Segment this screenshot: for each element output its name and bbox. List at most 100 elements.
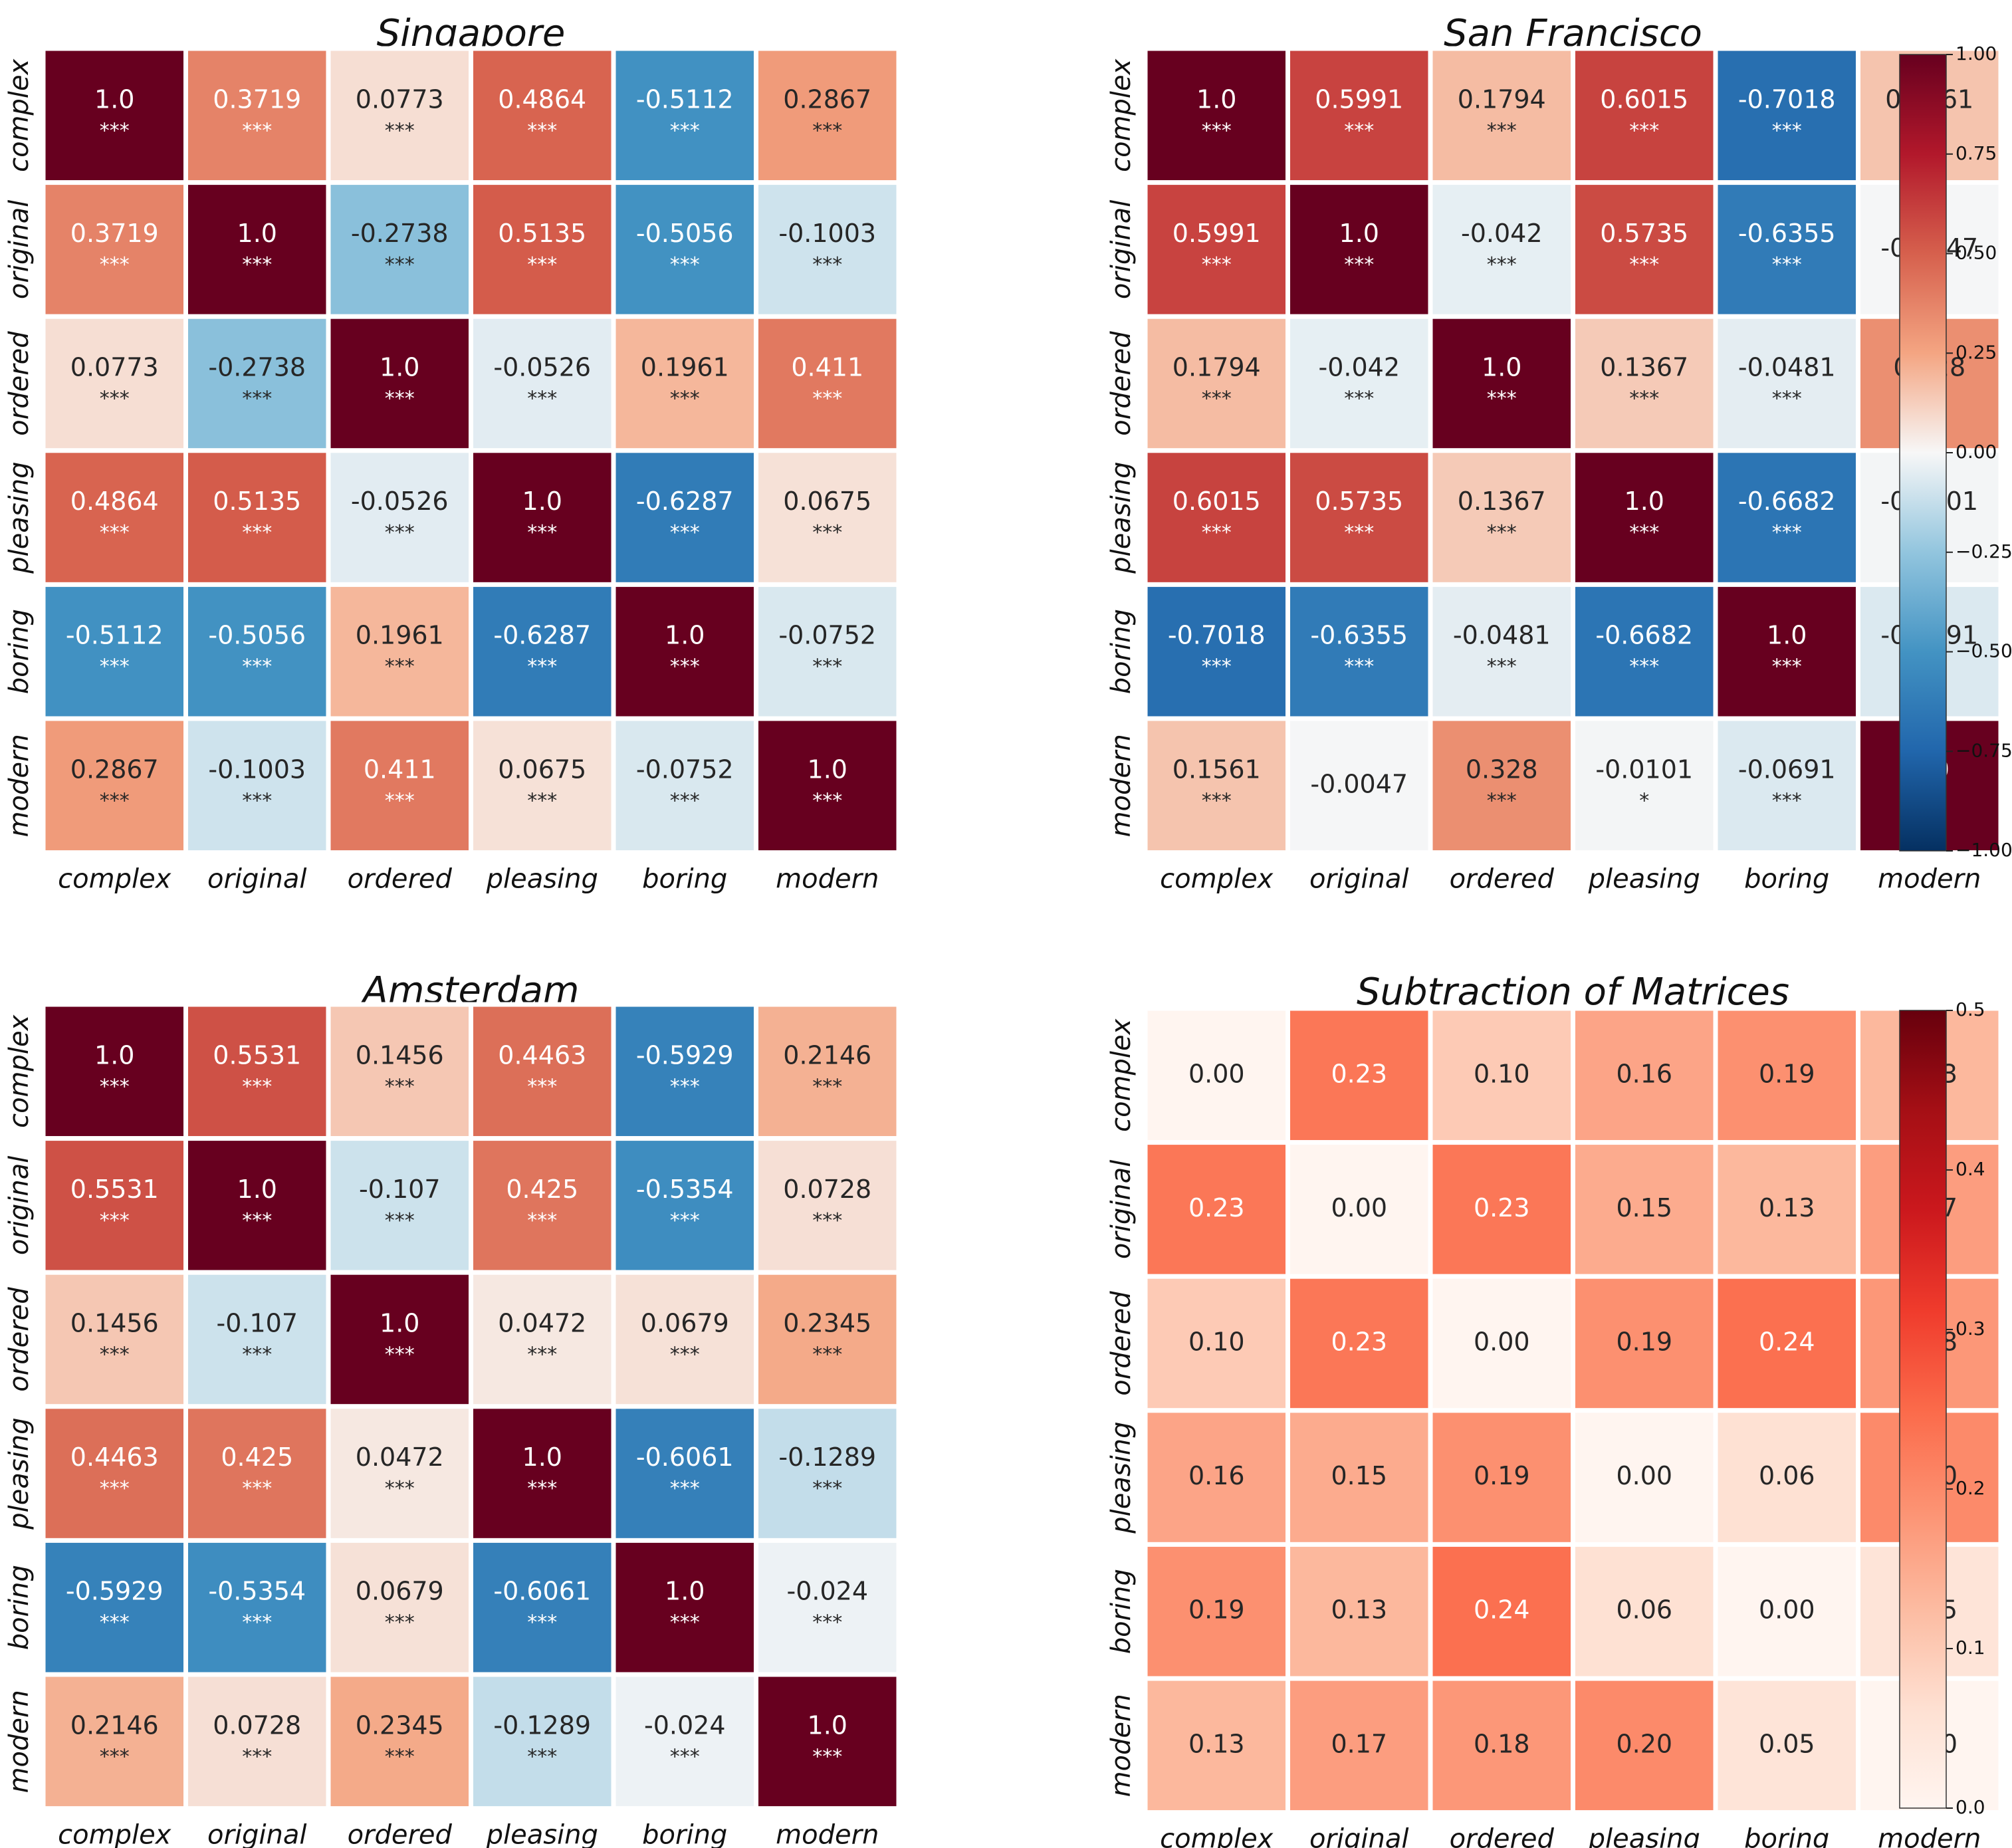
panel-2-y-tick-label: complex [1106,58,1137,172]
panel-2-cell-value: -0.0481 [1453,621,1551,650]
panel-2-colorbar-tick-label: −0.50 [1956,640,2012,662]
panel-2-cell-significance: *** [1202,388,1232,411]
panel-3-cell [611,1002,758,1141]
panel-3-cell-significance: *** [242,1075,272,1098]
panel-3-x-tick-label: modern [776,1820,879,1848]
panel-3-cell-value: -0.107 [217,1309,298,1338]
panel-3-cell-significance: *** [385,1075,415,1098]
panel-3-x-tick-label: complex [58,1820,171,1848]
panel-1-cell-significance: *** [242,119,272,142]
panel-2-cell-value: 0.1561 [1173,754,1261,784]
panel-2-cell [1143,448,1290,587]
panel-1-cell-significance: *** [527,655,557,679]
panel-4-cell [1285,1006,1433,1145]
panel-1-cell [611,448,758,587]
panel-3: Amsterdam1.0***0.5531***0.1456***0.4463*… [4,969,901,1848]
panel-3-cell-significance: *** [100,1343,130,1367]
panel-4-cell-value: 0.10 [1474,1059,1530,1088]
panel-3-cell [754,1538,901,1677]
panel-1-cell [754,314,901,453]
panel-3-cell-significance: *** [385,1611,415,1635]
panel-2-cell-significance: *** [1772,521,1802,544]
panel-3-cell [469,1270,616,1409]
panel-1-cell-value: 0.2867 [783,84,871,114]
panel-2-cell-value: -0.6682 [1738,487,1836,516]
panel-1-cell-significance: *** [385,388,415,411]
panel-1-cell-value: -0.2738 [351,219,449,248]
panel-3-cell [611,1672,758,1811]
panel-1-cell [183,314,331,453]
panel-2-cell [1428,180,1575,319]
panel-2-cell-value: 0.1794 [1173,353,1261,382]
panel-3-cell [41,1672,188,1811]
panel-1-cell-value: 0.4864 [498,84,586,114]
panel-4-colorbar-tick-label: 0.2 [1956,1477,1985,1499]
panel-2-cell-value: -0.6355 [1310,621,1408,650]
panel-4-cell [1428,1006,1575,1145]
panel-1-cell-value: 1.0 [665,621,705,650]
panel-1-cell-significance: *** [670,388,700,411]
panel-4-cell [1285,1140,1433,1279]
panel-3-cell-value: 1.0 [808,1710,847,1740]
panel-3-cell [611,1136,758,1275]
panel-4-cell [1143,1676,1290,1815]
panel-2-cell-significance: *** [1202,119,1232,142]
panel-1-cell-significance: *** [385,655,415,679]
panel-2-colorbar-tick-label: 0.75 [1956,142,1997,164]
panel-3-cell-significance: *** [670,1075,700,1098]
panel-3-cell [469,1136,616,1275]
panel-3-cell-significance: *** [670,1343,700,1367]
panel-3-cell-significance: *** [385,1745,415,1768]
panel-2-cell-value: -0.0047 [1310,769,1408,798]
panel-4-colorbar-tick-label: 0.0 [1956,1796,1985,1818]
panel-3-cell-value: -0.5929 [66,1577,164,1606]
panel-2-cell-significance: *** [1487,789,1517,812]
panel-4-cell-value: 0.24 [1759,1328,1815,1357]
panel-2-cell-significance: *** [1487,521,1517,544]
panel-3-cell-significance: *** [527,1477,557,1500]
panel-1-cell-significance: *** [100,119,130,142]
panel-3-cell-significance: *** [812,1745,842,1768]
panel-4-cell-value: 0.16 [1616,1059,1672,1088]
panel-3-cell [326,1002,473,1141]
panel-1-cell [326,582,473,721]
panel-3-cell-significance: *** [242,1477,272,1500]
panel-1-x-tick-label: complex [58,864,171,895]
panel-3-x-tick-label: pleasing [486,1820,598,1848]
panel-3-cell-significance: *** [670,1209,700,1232]
panel-2-cell-significance: *** [1772,789,1802,812]
panel-3-cell-value: 0.1456 [70,1309,159,1338]
panel-2-cell-significance: *** [1629,119,1659,142]
panel-1-cell-significance: *** [812,388,842,411]
panel-2-cell [1713,716,1860,856]
panel-1-cell-value: 0.3719 [70,219,159,248]
panel-3-cell [469,1002,616,1141]
panel-1-cell [611,180,758,319]
panel-3-cell [326,1404,473,1543]
panel-1-cell-significance: *** [670,119,700,142]
panel-3-cell-value: 1.0 [94,1040,134,1070]
panel-1-x-tick-label: original [207,864,307,895]
panel-3-cell [754,1672,901,1811]
panel-2-cell [1713,314,1860,453]
panel-2-cell-value: 0.5735 [1315,487,1403,516]
panel-4-cell-value: 0.00 [1616,1461,1672,1490]
panel-4-cell-value: 0.19 [1474,1461,1530,1490]
panel-1-cell-significance: *** [100,388,130,411]
panel-2-y-tick-label: modern [1106,734,1137,837]
panel-1-y-tick-label: modern [4,734,35,837]
panel-1-y-tick-label: pleasing [4,461,35,574]
panel-1-cell-value: -0.5112 [66,621,164,650]
panel-2-cell-significance: *** [1772,388,1802,411]
panel-4-cell-value: 0.10 [1188,1328,1245,1357]
panel-1-cell-value: -0.5112 [636,84,734,114]
panel-3-cell-significance: *** [812,1343,842,1367]
panel-4-cell-value: 0.23 [1331,1328,1387,1357]
panel-2-cell [1713,46,1860,185]
panel-3-y-tick-label: modern [4,1690,35,1793]
panel-4-x-tick-label: boring [1744,1824,1829,1848]
panel-1-cell [611,716,758,856]
panel-3-x-tick-label: boring [642,1820,727,1848]
panel-4-cell-value: 0.23 [1331,1059,1387,1088]
